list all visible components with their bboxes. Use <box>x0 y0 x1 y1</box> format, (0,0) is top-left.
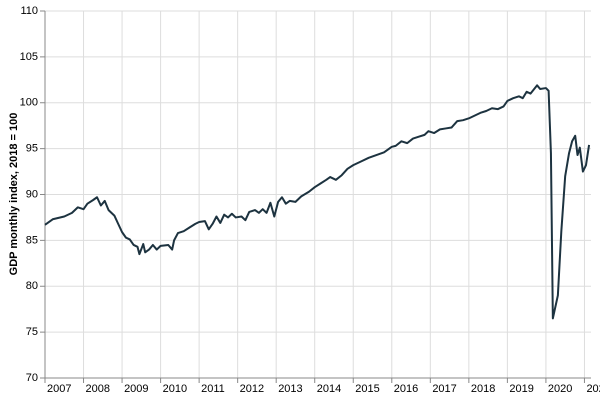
x-tick-label: 2020 <box>548 383 572 395</box>
y-tick-label: 100 <box>20 97 38 109</box>
x-tick-label: 2017 <box>432 383 456 395</box>
y-tick-label: 90 <box>26 188 38 200</box>
y-tick-label: 80 <box>26 280 38 292</box>
x-tick-label: 2018 <box>471 383 495 395</box>
x-tick-label: 2011 <box>201 383 225 395</box>
x-tick-label: 2009 <box>124 383 148 395</box>
x-tick-label: 2014 <box>317 383 341 395</box>
x-tick-label: 2008 <box>86 383 110 395</box>
y-tick-label: 95 <box>26 143 38 155</box>
y-tick-label: 105 <box>20 51 38 63</box>
x-tick-label: 2021 <box>586 383 600 395</box>
y-tick-label: 110 <box>20 5 38 17</box>
y-tick-label: 75 <box>26 326 38 338</box>
x-tick-label: 2007 <box>47 383 71 395</box>
x-tick-label: 2012 <box>240 383 264 395</box>
x-tick-label: 2016 <box>394 383 418 395</box>
data-line <box>44 84 591 320</box>
x-tick-label: 2013 <box>278 383 302 395</box>
y-tick-label: 85 <box>26 234 38 246</box>
x-tick-label: 2015 <box>355 383 379 395</box>
y-axis-label: GDP monthly index, 2018 = 100 <box>8 113 20 276</box>
x-tick-label: 2010 <box>163 383 187 395</box>
y-tick-label: 70 <box>26 372 38 384</box>
x-tick-label: 2019 <box>509 383 533 395</box>
